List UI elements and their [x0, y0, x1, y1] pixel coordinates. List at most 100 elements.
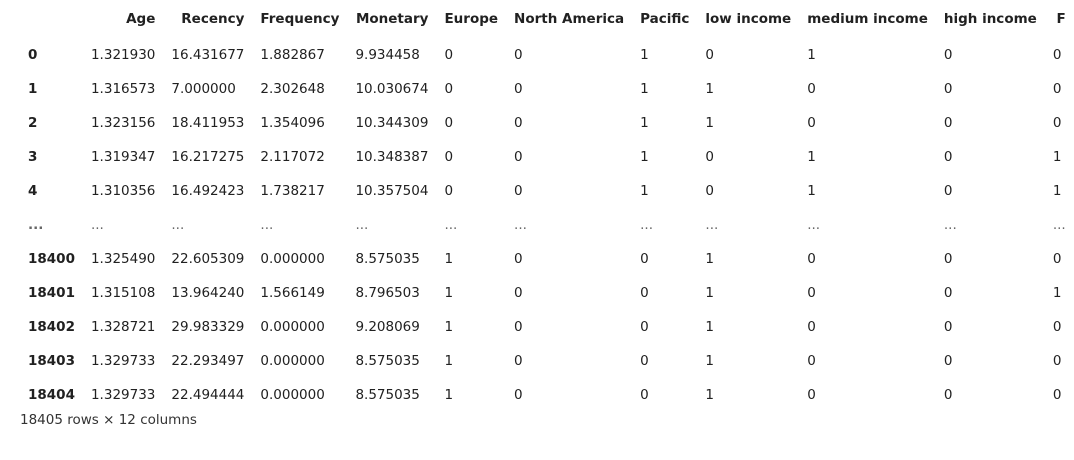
table-cell: 1	[640, 81, 649, 97]
table-header: Age Recency Frequency Monetary Europe No…	[20, 0, 1074, 38]
table-cell: 0	[1052, 387, 1062, 403]
table-cell: ...	[347, 208, 436, 242]
row-index: 18401	[28, 285, 75, 301]
table-cell: 0.000000	[260, 353, 325, 369]
row-index: 1	[28, 81, 38, 97]
column-header-monetary: Monetary	[355, 11, 429, 27]
table-cell: 1.738217	[260, 183, 325, 199]
table-cell: 0	[514, 387, 523, 403]
table-cell: 29.983329	[171, 319, 245, 335]
table-cell: 10.357504	[355, 183, 429, 199]
table-cell: 1	[444, 251, 454, 267]
table-cell: 0	[1052, 319, 1062, 335]
table-cell: 18.411953	[171, 115, 245, 131]
table-cell: 0	[640, 319, 649, 335]
table-cell: 1.315108	[90, 285, 156, 301]
table-cell: 22.293497	[171, 353, 245, 369]
column-header-medium-income: medium income	[807, 11, 928, 27]
table-cell: ...	[506, 208, 632, 242]
header-row: Age Recency Frequency Monetary Europe No…	[20, 0, 1074, 38]
table-cell: 1.321930	[90, 47, 156, 63]
table-cell: 1	[1052, 149, 1062, 165]
column-header-low-income: low income	[705, 11, 792, 27]
table-row: 3 1.319347 16.217275 2.117072 10.348387 0 0 1 0 1…	[20, 140, 1074, 174]
table-cell: 0	[514, 81, 523, 97]
table-row: .......................................	[20, 208, 1074, 242]
table-cell: 0	[514, 353, 523, 369]
table-cell: 0	[705, 183, 714, 199]
column-header-europe: Europe	[444, 11, 499, 27]
table-cell: 0	[640, 251, 649, 267]
table-cell: 1	[807, 149, 816, 165]
table-cell: 1.319347	[90, 149, 156, 165]
table-cell: 9.208069	[355, 319, 420, 335]
table-cell: 0	[943, 251, 953, 267]
table-cell: 16.492423	[171, 183, 245, 199]
table-cell: ...	[632, 208, 697, 242]
table-cell: ...	[83, 208, 163, 242]
table-cell: 2.302648	[260, 81, 325, 97]
dataframe-output: Age Recency Frequency Monetary Europe No…	[20, 0, 1074, 412]
column-header-high-income: high income	[943, 11, 1037, 27]
table-cell: 0	[514, 319, 523, 335]
table-cell: 0	[444, 81, 454, 97]
table-cell: ...	[936, 208, 1045, 242]
table-cell: 1.323156	[90, 115, 156, 131]
table-cell: 0	[514, 149, 523, 165]
column-header-age: Age	[126, 11, 156, 27]
table-cell: 0	[807, 115, 816, 131]
table-cell: 0	[807, 319, 816, 335]
table-cell: 0	[943, 183, 953, 199]
table-cell: 1	[705, 81, 714, 97]
row-index: 18403	[28, 353, 75, 369]
table-row: 18403 1.329733 22.293497 0.000000 8.575035 1 0…	[20, 344, 1074, 378]
table-row: 18401 1.315108 13.964240 1.566149 8.796503 1 0…	[20, 276, 1074, 310]
table-cell: 1	[705, 115, 714, 131]
table-cell: 0	[514, 251, 523, 267]
column-header-frequency: Frequency	[260, 11, 340, 27]
table-cell: ...	[1045, 208, 1074, 242]
table-cell: 0	[943, 387, 953, 403]
table-cell: 0	[1052, 47, 1062, 63]
table-cell: 1	[640, 47, 649, 63]
table-row: 18404 1.329733 22.494444 0.000000 8.575035 1 0…	[20, 378, 1074, 412]
table-cell: 1	[705, 285, 714, 301]
table-cell: 0	[514, 115, 523, 131]
table-row: 18400 1.325490 22.605309 0.000000 8.575035 1 0…	[20, 242, 1074, 276]
column-header-f: F	[1056, 11, 1066, 27]
table-cell: 1	[705, 387, 714, 403]
row-index: 0	[28, 47, 38, 63]
table-cell: 0	[444, 47, 454, 63]
table-cell: 0	[807, 81, 816, 97]
table-cell: 0	[705, 47, 714, 63]
table-cell: 0	[705, 149, 714, 165]
table-cell: ...	[252, 208, 347, 242]
table-cell: 0	[1052, 81, 1062, 97]
table-cell: 0	[807, 251, 816, 267]
table-cell: 0.000000	[260, 319, 325, 335]
table-cell: 0	[514, 47, 523, 63]
table-cell: 0	[807, 285, 816, 301]
table-cell: 0	[943, 81, 953, 97]
table-cell: 0	[943, 149, 953, 165]
table-cell: 1.328721	[90, 319, 156, 335]
column-header-pacific: Pacific	[640, 11, 690, 27]
table-cell: 0	[444, 183, 454, 199]
row-index: 3	[28, 149, 38, 165]
table-cell: 1.329733	[90, 387, 156, 403]
row-index: 4	[28, 183, 38, 199]
table-row: 2 1.323156 18.411953 1.354096 10.344309 0 0 1 1 0…	[20, 106, 1074, 140]
table-cell: 10.348387	[355, 149, 429, 165]
table-cell: ...	[436, 208, 506, 242]
table-cell: 0	[640, 353, 649, 369]
table-cell: 1.882867	[260, 47, 325, 63]
table-cell: 10.344309	[355, 115, 429, 131]
table-cell: 0	[807, 353, 816, 369]
table-cell: 0	[1052, 353, 1062, 369]
table-cell: 1.316573	[90, 81, 156, 97]
table-cell: 1	[807, 183, 816, 199]
table-cell: 0	[640, 285, 649, 301]
table-cell: 10.030674	[355, 81, 429, 97]
table-row: 18402 1.328721 29.983329 0.000000 9.208069 1 0…	[20, 310, 1074, 344]
table-cell: 1	[444, 353, 454, 369]
